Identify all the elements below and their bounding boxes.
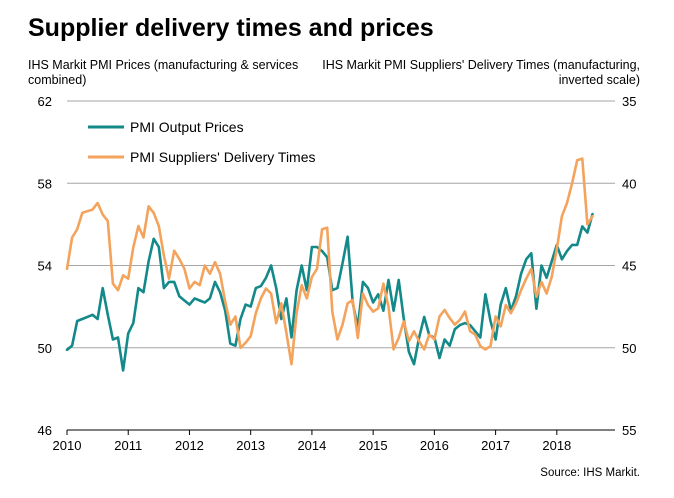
right-tick-label: 55 — [622, 423, 636, 438]
legend-label: PMI Suppliers' Delivery Times — [130, 149, 316, 165]
source-note: Source: IHS Markit. — [540, 467, 640, 479]
series-line-delivery-times — [65, 157, 594, 366]
right-axis-title: IHS Markit PMI Suppliers' Delivery Times… — [322, 58, 640, 87]
right-tick-label: 35 — [622, 94, 636, 109]
series-line-output-prices — [65, 212, 594, 372]
x-tick-label: 2017 — [481, 438, 510, 453]
x-tick-label: 2010 — [53, 438, 82, 453]
right-tick-label: 40 — [622, 176, 636, 191]
right-tick-label: 45 — [622, 259, 636, 274]
left-y-axis: 46 50 54 58 62 — [38, 94, 52, 438]
legend-label: PMI Output Prices — [130, 119, 244, 135]
left-axis-title: IHS Markit PMI Prices (manufacturing & s… — [28, 58, 299, 87]
left-tick-label: 58 — [38, 176, 52, 191]
x-tick-label: 2012 — [175, 438, 204, 453]
x-tick-label: 2013 — [236, 438, 265, 453]
x-tick-label: 2015 — [359, 438, 388, 453]
legend: PMI Output Prices PMI Suppliers' Delivery… — [88, 119, 316, 165]
x-tick-label: 2014 — [297, 438, 326, 453]
x-axis: 2010 2011 2012 2013 2014 2015 2016 2017 2018 — [53, 429, 615, 453]
left-tick-label: 46 — [38, 423, 52, 438]
series-lines — [65, 157, 594, 372]
x-tick-label: 2016 — [420, 438, 449, 453]
chart-title: Supplier delivery times and prices — [28, 14, 434, 42]
left-tick-label: 50 — [38, 341, 52, 356]
left-tick-label: 54 — [38, 259, 52, 274]
right-tick-label: 50 — [622, 341, 636, 356]
right-y-axis: 35 40 45 50 55 — [622, 94, 636, 438]
left-tick-label: 62 — [38, 94, 52, 109]
x-tick-label: 2018 — [542, 438, 571, 453]
x-tick-label: 2011 — [114, 438, 142, 453]
